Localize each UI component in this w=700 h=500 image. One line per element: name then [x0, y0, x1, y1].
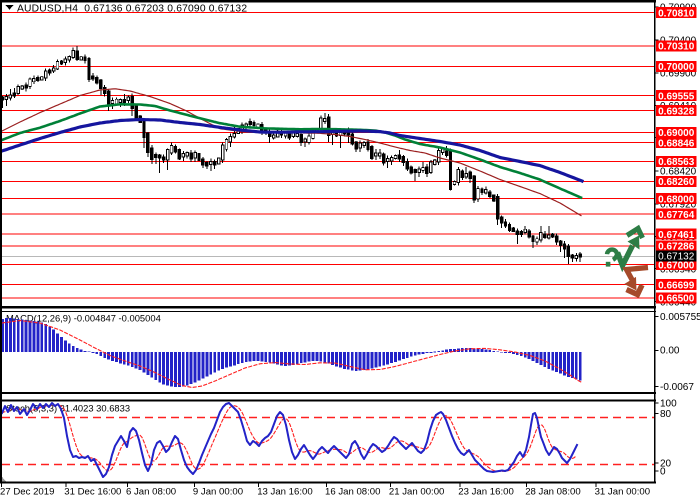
svg-text:21 Jan 00:00: 21 Jan 00:00	[389, 487, 444, 498]
svg-text:0.70810: 0.70810	[658, 8, 695, 19]
svg-text:0.69555: 0.69555	[658, 91, 695, 102]
svg-text:80: 80	[660, 409, 672, 420]
svg-text:16 Jan 08:00: 16 Jan 08:00	[325, 487, 380, 498]
svg-text:100: 100	[660, 399, 677, 410]
svg-text:MACD(12,26,9) -0.004847 -0.005: MACD(12,26,9) -0.004847 -0.005004	[6, 313, 161, 324]
svg-text:0.68260: 0.68260	[658, 177, 695, 188]
svg-text:0.68420: 0.68420	[660, 166, 697, 177]
svg-text:0.68000: 0.68000	[658, 194, 695, 205]
svg-text:31 Jan 00:00: 31 Jan 00:00	[595, 487, 650, 498]
svg-text:0.005755: 0.005755	[660, 312, 700, 323]
svg-text:0.00: 0.00	[660, 346, 680, 357]
svg-text:0: 0	[660, 467, 666, 478]
svg-text:9 Jan 00:00: 9 Jan 00:00	[193, 487, 243, 498]
svg-text:0.67764: 0.67764	[658, 210, 695, 221]
svg-text:0.69900: 0.69900	[660, 69, 697, 80]
svg-text:0.67286: 0.67286	[658, 242, 695, 253]
svg-text:0.66699: 0.66699	[658, 280, 695, 291]
svg-text:31 Dec 16:00: 31 Dec 16:00	[64, 487, 121, 498]
svg-text:0.67920: 0.67920	[660, 200, 697, 211]
svg-text:0.70000: 0.70000	[658, 62, 695, 73]
svg-text:0.69000: 0.69000	[658, 128, 695, 139]
svg-text:28 Jan 08:00: 28 Jan 08:00	[525, 487, 580, 498]
svg-text:0.69328: 0.69328	[658, 106, 695, 117]
svg-text:-0.0067: -0.0067	[660, 382, 694, 393]
svg-text:AUDUSD,H4 0.67136 0.67203 0.6: AUDUSD,H4 0.67136 0.67203 0.67090 0.6713…	[17, 4, 247, 15]
svg-text:0.68563: 0.68563	[658, 157, 695, 168]
svg-text:6 Jan 08:00: 6 Jan 08:00	[126, 487, 176, 498]
svg-text:0.70310: 0.70310	[658, 42, 695, 53]
svg-text:0.68846: 0.68846	[658, 138, 695, 149]
svg-text:13 Jan 16:00: 13 Jan 16:00	[257, 487, 312, 498]
svg-text:0.67461: 0.67461	[658, 230, 695, 241]
svg-text:23 Jan 16:00: 23 Jan 16:00	[458, 487, 513, 498]
svg-text:Stoch(5,3,3) 31.4023 30.6833: Stoch(5,3,3) 31.4023 30.6833	[6, 403, 130, 414]
svg-text:0.67000: 0.67000	[658, 260, 695, 271]
svg-text:20: 20	[660, 459, 672, 470]
svg-text:0.66500: 0.66500	[658, 294, 695, 305]
svg-text:0.67132: 0.67132	[658, 252, 695, 263]
svg-text:27 Dec 2019: 27 Dec 2019	[0, 487, 54, 498]
